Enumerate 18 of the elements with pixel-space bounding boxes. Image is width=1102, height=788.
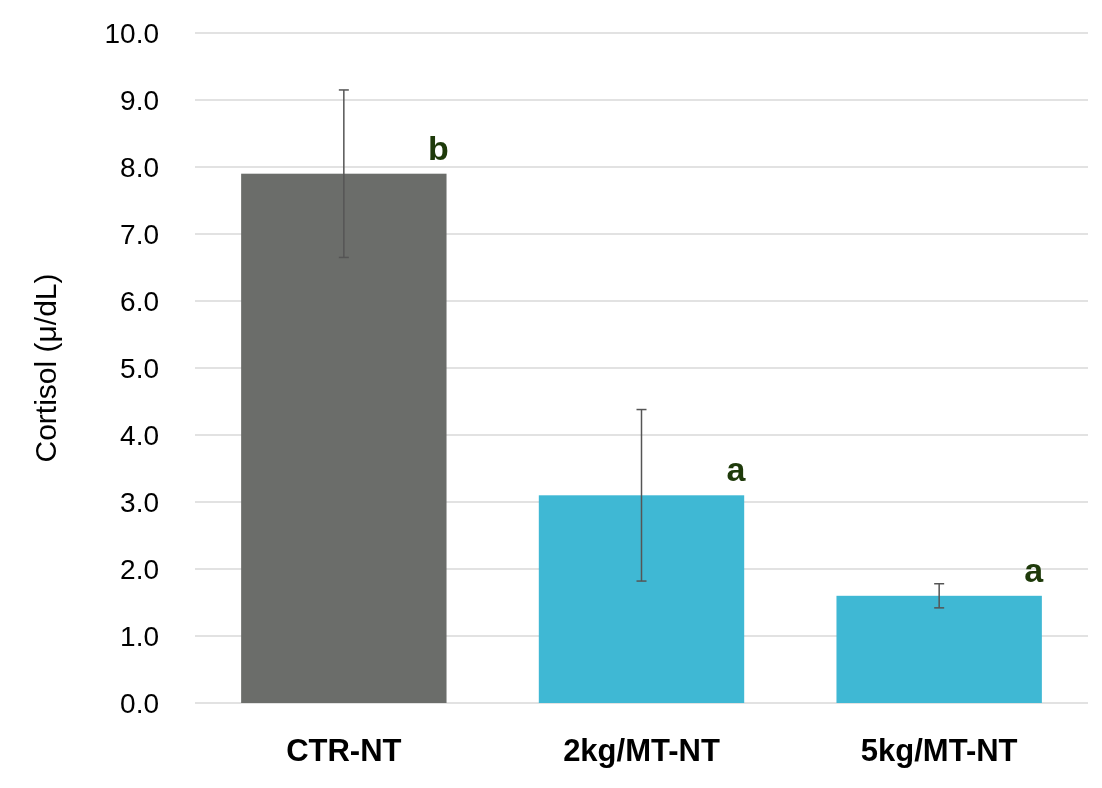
x-tick-label: 5kg/MT-NT [860,733,1018,768]
y-tick-label: 9.0 [120,84,159,116]
annotation: b [427,128,449,167]
y-tick-label: 10.0 [104,17,159,49]
y-axis-title: Cortisol (μ/dL) [29,273,62,463]
y-tick-label: 5.0 [120,352,159,384]
x-tick-label: 2kg/MT-NT [563,733,720,768]
annotation: a [1024,550,1045,589]
annotation: a [726,450,747,489]
y-tick-label: 0.0 [120,687,159,719]
y-tick-label: 8.0 [120,151,159,183]
y-tick-label: 6.0 [120,285,159,317]
y-tick-label: 4.0 [120,419,159,451]
y-tick-label: 2.0 [120,553,159,585]
x-tick-label: CTR-NT [286,733,402,768]
y-tick-label: 3.0 [120,486,159,518]
y-tick-label: 1.0 [120,620,159,652]
y-tick-label: 7.0 [120,218,159,250]
